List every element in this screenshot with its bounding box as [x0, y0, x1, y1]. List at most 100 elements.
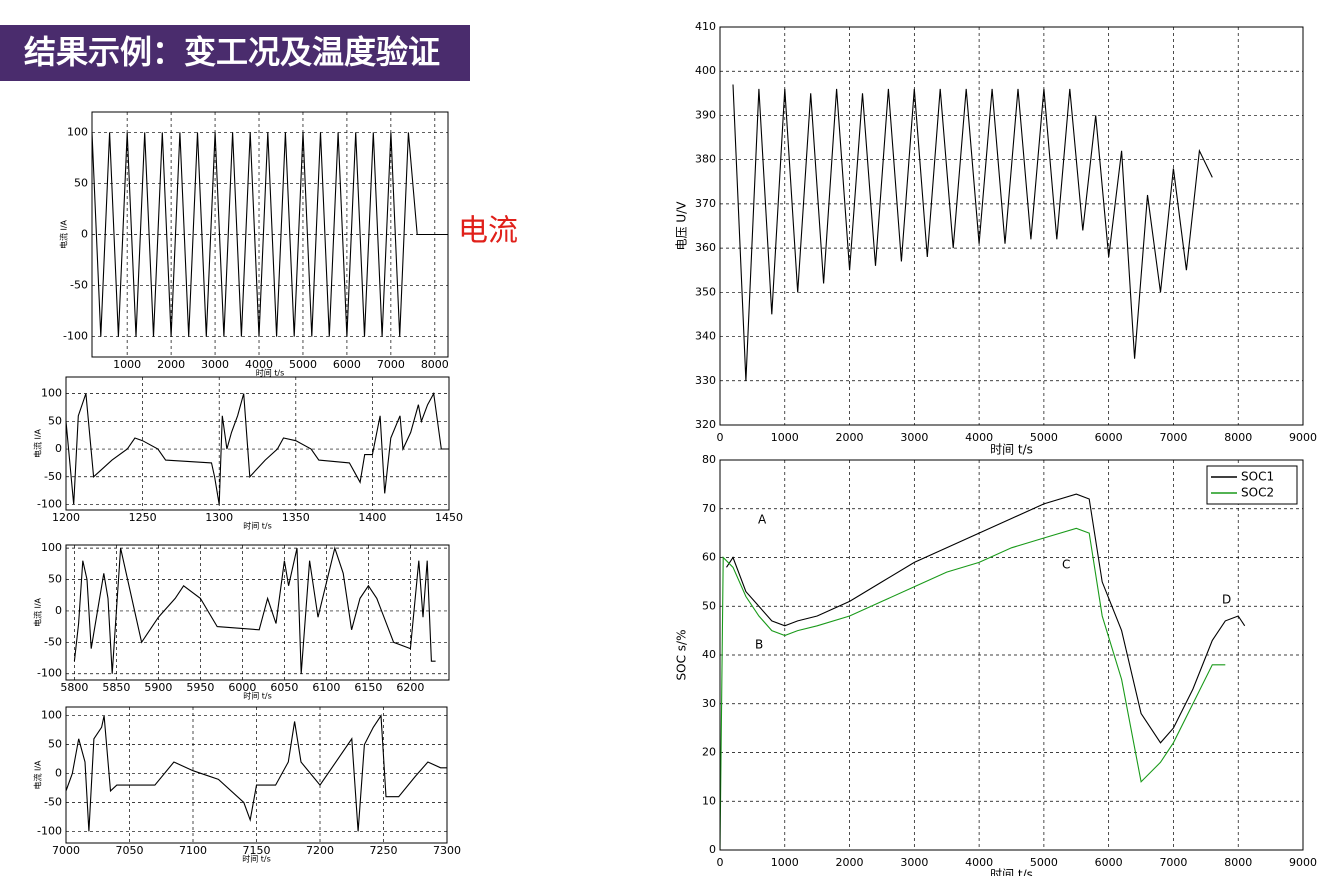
plot-frame	[91, 111, 449, 358]
annotation: 电流	[458, 214, 518, 249]
x-tick-label: 4000	[965, 431, 993, 444]
plot-frame	[65, 544, 450, 681]
y-tick-label: 0	[709, 843, 716, 856]
plot-frame	[65, 706, 448, 844]
data-line	[732, 84, 1213, 381]
y-tick-label: -50	[70, 279, 88, 292]
x-tick-label: 3000	[201, 358, 229, 371]
y-tick-label: 320	[695, 418, 716, 431]
y-tick-label: 330	[695, 374, 716, 387]
x-tick-label: 6200	[396, 681, 424, 694]
x-tick-label: 7050	[116, 844, 144, 857]
x-axis-label: 时间 t/s	[242, 854, 271, 864]
x-tick-label: 1000	[771, 856, 799, 869]
x-axis-label: 时间 t/s	[256, 368, 285, 378]
x-tick-label: 0	[717, 856, 724, 869]
x-tick-label: 5800	[60, 681, 88, 694]
chart: 1200 1250 1300 1350 1400 1450 -100 -50 0 50 100 时间 …	[33, 376, 463, 531]
y-tick-label: 0	[55, 442, 62, 455]
point-annotation: B	[755, 638, 763, 652]
y-tick-label: 50	[48, 738, 62, 751]
x-tick-label: 3000	[900, 431, 928, 444]
y-tick-label: -50	[44, 635, 62, 648]
x-tick-label: 1250	[129, 511, 157, 524]
y-tick-label: 370	[695, 197, 716, 210]
data-line	[726, 493, 1246, 744]
y-tick-label: -50	[44, 795, 62, 808]
legend-label: SOC2	[1241, 486, 1274, 500]
x-tick-label: 6000	[1095, 856, 1123, 869]
x-tick-label: 7000	[1159, 856, 1187, 869]
x-tick-label: 3000	[900, 856, 928, 869]
x-tick-label: 1450	[435, 511, 463, 524]
y-axis-label: 电压 U/V	[675, 201, 689, 251]
y-tick-label: 50	[702, 599, 716, 612]
y-axis-label: 电流 I/A	[59, 219, 69, 249]
x-tick-label: 7250	[370, 844, 398, 857]
y-tick-label: 410	[695, 20, 716, 33]
plot-area	[66, 545, 449, 680]
x-tick-label: 1200	[52, 511, 80, 524]
x-tick-label: 8000	[1224, 431, 1252, 444]
x-axis-label: 时间 t/s	[243, 521, 272, 531]
point-annotation: A	[758, 513, 767, 527]
y-tick-label: 350	[695, 285, 716, 298]
y-axis-label: 电流 I/A	[33, 428, 43, 458]
chart: 1000 2000 3000 4000 5000 6000 7000 8000 -100 -50 0…	[59, 111, 449, 378]
x-tick-label: 8000	[421, 358, 449, 371]
title-banner	[0, 25, 470, 81]
x-tick-label: 7200	[306, 844, 334, 857]
point-annotation: C	[1062, 558, 1070, 572]
x-tick-label: 6050	[270, 681, 298, 694]
x-tick-label: 7300	[433, 844, 461, 857]
data-line	[73, 546, 436, 674]
data-line	[92, 132, 448, 337]
x-tick-label: 5850	[102, 681, 130, 694]
x-tick-label: 2000	[836, 431, 864, 444]
x-tick-label: 7000	[377, 358, 405, 371]
y-tick-label: 40	[702, 648, 716, 661]
data-line	[66, 714, 447, 832]
y-tick-label: 340	[695, 330, 716, 343]
x-tick-label: 5000	[289, 358, 317, 371]
plot-frame	[719, 459, 1304, 851]
y-tick-label: 20	[702, 746, 716, 759]
plot-area	[66, 377, 449, 510]
x-tick-label: 6000	[1095, 431, 1123, 444]
y-tick-label: 50	[48, 573, 62, 586]
x-tick-label: 5000	[1030, 431, 1058, 444]
y-tick-label: 0	[81, 228, 88, 241]
x-tick-label: 9000	[1289, 856, 1317, 869]
y-tick-label: 100	[41, 541, 62, 554]
data-line	[66, 391, 449, 505]
x-axis-label: 时间 t/s	[990, 868, 1033, 876]
x-tick-label: 4000	[245, 358, 273, 371]
x-tick-label: 6150	[354, 681, 382, 694]
y-tick-label: -100	[37, 667, 62, 680]
chart: 0 1000 2000 3000 4000 5000 6000 7000 8000 9000 320…	[675, 20, 1318, 457]
x-axis-label: 时间 t/s	[990, 443, 1033, 457]
x-tick-label: 1400	[358, 511, 386, 524]
y-tick-label: -100	[37, 497, 62, 510]
x-tick-label: 0	[717, 431, 724, 444]
y-tick-label: 360	[695, 241, 716, 254]
plot-frame	[719, 26, 1304, 426]
x-tick-label: 1350	[282, 511, 310, 524]
y-tick-label: -100	[37, 824, 62, 837]
y-tick-label: 390	[695, 108, 716, 121]
y-axis-label: 电流 I/A	[33, 597, 43, 627]
chart: 5800 5850 5900 5950 6000 6050 6100 6150 6200 -100…	[33, 541, 450, 701]
y-tick-label: 100	[67, 125, 88, 138]
y-tick-label: 60	[702, 551, 716, 564]
x-axis-label: 时间 t/s	[243, 691, 272, 701]
x-tick-label: 7150	[243, 844, 271, 857]
legend-label: SOC1	[1241, 470, 1274, 484]
x-tick-label: 1000	[113, 358, 141, 371]
y-tick-label: 50	[74, 176, 88, 189]
point-annotation: D	[1222, 593, 1231, 607]
y-tick-label: 380	[695, 153, 716, 166]
x-tick-label: 1000	[771, 431, 799, 444]
x-tick-label: 1300	[205, 511, 233, 524]
x-tick-label: 5000	[1030, 856, 1058, 869]
slide-title: 结果示例：变工况及温度验证	[24, 33, 440, 71]
